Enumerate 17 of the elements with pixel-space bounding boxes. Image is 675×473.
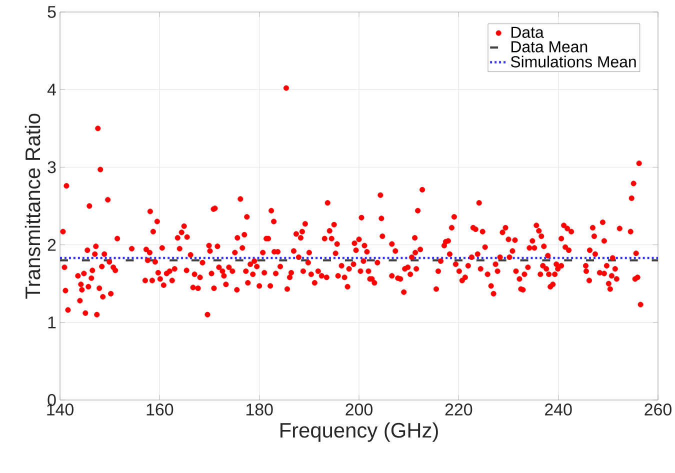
- y-tick-label: 5: [48, 6, 56, 18]
- x-axis-title: Frequency (GHz): [280, 422, 438, 442]
- legend-label: Simulations Mean: [510, 56, 636, 68]
- y-tick-label: 2: [48, 238, 56, 251]
- y-tick-label: 4: [47, 84, 56, 96]
- x-tick-label: 260: [644, 404, 672, 416]
- y-axis-title: Transmittance Ratio: [24, 114, 40, 299]
- x-tick-label: 180: [246, 404, 273, 416]
- y-tick-label: 1: [48, 316, 56, 328]
- x-tick-label: 140: [47, 404, 74, 416]
- y-tick-label: 3: [48, 161, 56, 174]
- legend-label: Data: [511, 26, 544, 38]
- x-tick-label: 240: [545, 404, 572, 416]
- x-tick-label: 220: [445, 404, 472, 416]
- x-tick-label: 160: [146, 404, 174, 416]
- x-tick-label: 200: [346, 404, 372, 416]
- legend-label: Data Mean: [511, 41, 588, 52]
